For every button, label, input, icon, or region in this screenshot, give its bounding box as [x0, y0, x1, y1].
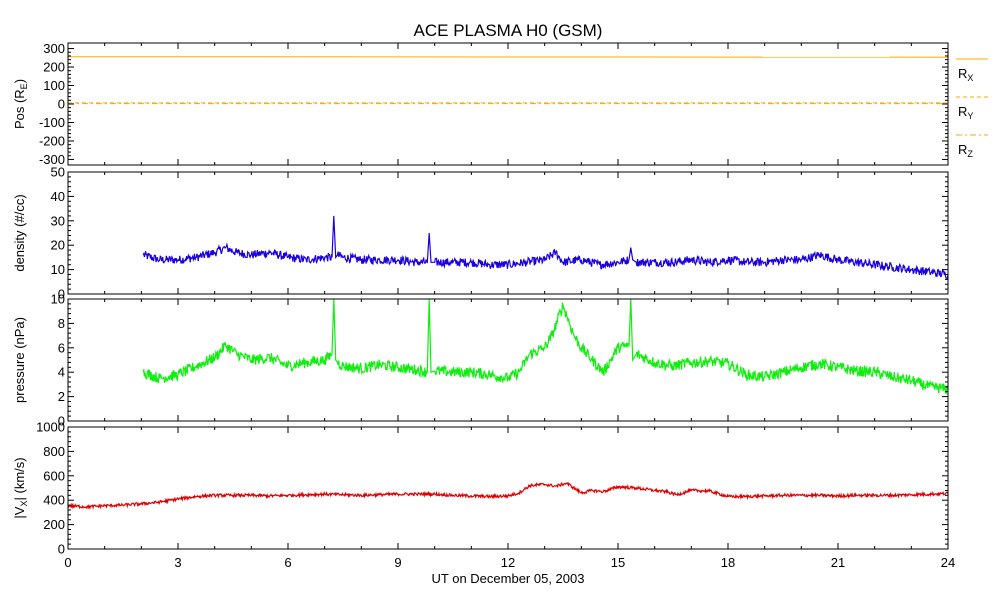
- x-tick-label: 9: [394, 555, 401, 570]
- panel-frame-pressure: [67, 298, 949, 422]
- panel-frame-pos: [67, 42, 949, 166]
- legend-label-y: RY: [958, 104, 973, 121]
- x-tick-label: 18: [721, 555, 735, 570]
- x-tick-label: 0: [64, 555, 71, 570]
- x-tick-label: 15: [611, 555, 625, 570]
- x-tick-label: 21: [831, 555, 845, 570]
- y-tick-label-pressure: 2: [58, 389, 65, 404]
- series-line-density: [142, 215, 948, 280]
- y-tick-label-vx: 800: [43, 444, 65, 459]
- series-line-pos-1: [68, 56, 948, 58]
- y-tick-label-density: 40: [51, 189, 65, 204]
- y-tick-label-pos: 200: [43, 60, 65, 75]
- y-tick-label-vx: 400: [43, 493, 65, 508]
- y-tick-label-pos: -200: [39, 133, 65, 148]
- y-tick-label-density: 0: [58, 287, 65, 302]
- y-tick-label-pressure: 8: [58, 316, 65, 331]
- y-tick-label-pos: 300: [43, 41, 65, 56]
- chart-title: ACE PLASMA H0 (GSM): [414, 21, 603, 40]
- x-axis: 0 3 6 9 12 15 18 21 24: [64, 555, 955, 570]
- y-tick-label-density: 50: [51, 165, 65, 180]
- y-axis-label-density: density (#/cc): [12, 194, 27, 271]
- x-tick-label: 24: [941, 555, 955, 570]
- y-tick-label-density: 10: [51, 262, 65, 277]
- y-tick-label-pressure: 10: [51, 292, 65, 307]
- y-tick-label-pos: 100: [43, 78, 65, 93]
- y-axis-label-pressure: pressure (nPa): [12, 317, 27, 403]
- legend-label-x: RX: [958, 66, 973, 83]
- panel-pressure: 0 2 4 6 8 10 pressure (nPa): [12, 292, 949, 429]
- legend: RX RY RZ: [956, 58, 988, 159]
- y-tick-label-vx: 600: [43, 468, 65, 483]
- panel-vx: 0 200 400 600 800 1000 |VX| (km/s): [12, 420, 949, 557]
- y-tick-label-pos: -100: [39, 115, 65, 130]
- y-axis-label-vx: |VX| (km/s): [12, 457, 29, 518]
- y-tick-label-density: 20: [51, 238, 65, 253]
- y-tick-label-pressure: 0: [58, 414, 65, 429]
- y-tick-label-vx: 0: [58, 542, 65, 557]
- y-tick-label-pos: 0: [58, 97, 65, 112]
- series-line-pressure: [142, 299, 948, 395]
- y-tick-label-pos: -300: [39, 152, 65, 167]
- legend-label-z: RZ: [958, 142, 973, 159]
- x-tick-label: 3: [174, 555, 181, 570]
- panel-pos: -300 -200 -100 0 100 200 300 Pos (RE) RX RY RZ: [12, 41, 988, 167]
- y-tick-label-vx: 1000: [36, 420, 65, 435]
- x-tick-label: 12: [501, 555, 515, 570]
- y-tick-label-density: 30: [51, 213, 65, 228]
- series-line-vx: [68, 481, 948, 510]
- panel-frame-density: [67, 171, 949, 295]
- panel-density: 0 10 20 30 40 50 density (#/cc): [12, 165, 949, 302]
- x-axis-label: UT on December 05, 2003: [432, 571, 585, 586]
- y-axis-label-pos: Pos (RE): [12, 79, 29, 129]
- x-tick-label: 6: [284, 555, 291, 570]
- panel-frame-vx: [67, 426, 949, 550]
- y-tick-label-pressure: 4: [58, 365, 65, 380]
- y-tick-label-pressure: 6: [58, 340, 65, 355]
- y-tick-label-vx: 200: [43, 517, 65, 532]
